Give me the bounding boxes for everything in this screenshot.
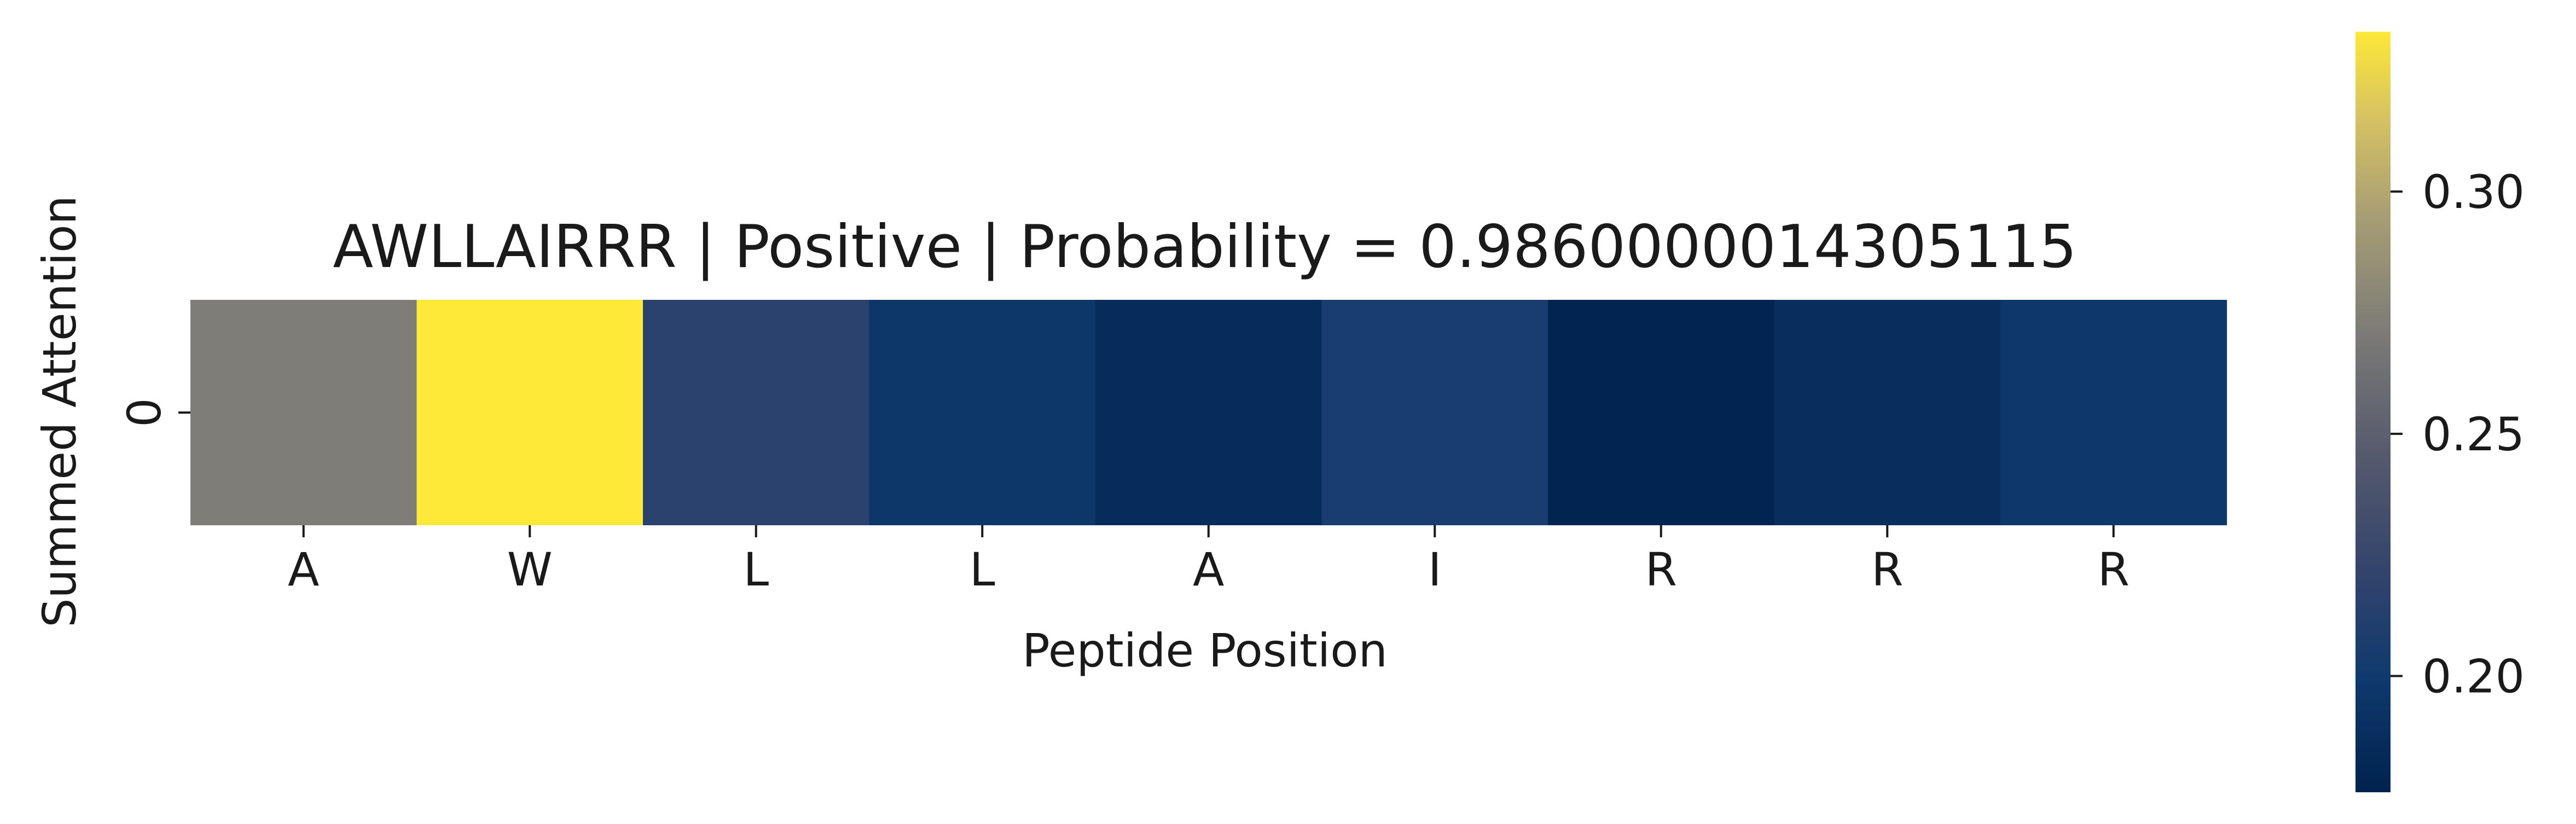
x-tick-label: L [970, 543, 995, 596]
heatmap-cell [2000, 300, 2227, 525]
colorbar-tick-label: 0.30 [2422, 165, 2525, 219]
colorbar-tick-label: 0.25 [2422, 408, 2525, 461]
heatmap-cell [190, 300, 417, 525]
y-axis-ticks: 0 [118, 398, 190, 427]
x-tick-label: L [743, 543, 769, 596]
heatmap-cell [1774, 300, 2001, 525]
x-tick-label: R [1871, 543, 1903, 596]
colorbar [2355, 32, 2391, 792]
chart-title: AWLLAIRRR | Positive | Probability = 0.9… [333, 213, 2076, 281]
heatmap-cell [643, 300, 870, 525]
x-axis-label: Peptide Position [1022, 624, 1388, 677]
y-axis-label: Summed Attention [33, 195, 86, 628]
x-tick-label: I [1428, 543, 1442, 596]
heatmap-cell [1095, 300, 1322, 525]
x-tick-label: R [1645, 543, 1677, 596]
heatmap-cells [190, 300, 2227, 525]
heatmap-cell [416, 300, 643, 525]
colorbar-tick-label: 0.20 [2422, 650, 2525, 704]
colorbar-ticks: 0.20 0.25 0.30 [2391, 165, 2525, 704]
x-tick-label: A [1193, 543, 1224, 596]
x-tick-label: A [288, 543, 319, 596]
heatmap-cell [1321, 300, 1548, 525]
y-tick-label: 0 [118, 398, 171, 427]
heatmap-cell [1548, 300, 1775, 525]
heatmap-cell [869, 300, 1096, 525]
x-tick-label: W [507, 543, 553, 596]
x-tick-label: R [2098, 543, 2130, 596]
